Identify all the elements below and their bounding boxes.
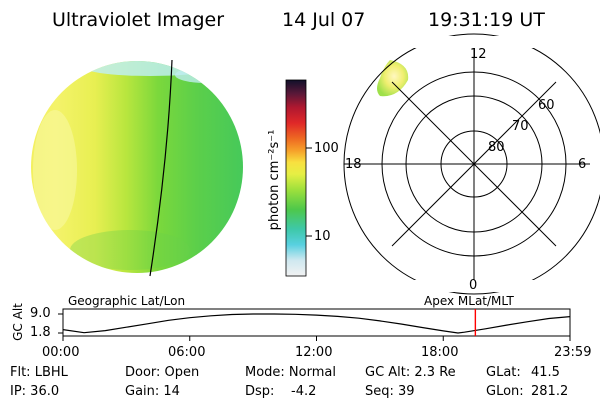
earth-disc-image (31, 59, 243, 277)
status-ip: IP: 36.0 (10, 384, 60, 399)
status-glat: GLat: (486, 365, 521, 380)
colorbar-tick-10: 10 (314, 229, 331, 244)
xtick-label-0000: 00:00 (42, 345, 80, 360)
colorbar-tick-100: 100 (314, 141, 339, 156)
mlt-label-18: 18 (345, 157, 362, 172)
app-title: Ultraviolet Imager (52, 9, 225, 31)
xtick-label-1200: 12:00 (295, 345, 333, 360)
colorbar-unit-label: photon cm⁻²s⁻¹ (267, 130, 282, 231)
ytick-1-8: 1.8 (30, 325, 51, 340)
status-gcalt: GC Alt: 2.3 Re (365, 365, 456, 380)
status-dsp: Dsp: (245, 384, 275, 399)
status-glon: GLon: (486, 384, 524, 399)
status-gain: Gain: 14 (125, 384, 180, 399)
xtick-label-1800: 18:00 (421, 345, 459, 360)
mlt-label-0: 0 (469, 278, 478, 293)
status-flt: Flt: LBHL (10, 365, 68, 380)
status-glon-value: 281.2 (531, 384, 569, 399)
lat-label-60: 60 (538, 98, 555, 113)
xtick-label-0600: 06:00 (168, 345, 206, 360)
chart-ylabel: GC Alt (11, 303, 25, 341)
altitude-chart (58, 308, 571, 341)
status-mode: Mode: Normal (245, 365, 336, 380)
mlt-label-12: 12 (470, 47, 487, 62)
status-dsp-value: -4.2 (291, 384, 317, 399)
color-bar (285, 79, 312, 277)
xtick-label-2359: 23:59 (554, 345, 592, 360)
status-door: Door: Open (125, 365, 200, 380)
geographic-label: Geographic Lat/Lon (68, 294, 186, 308)
gc-alt-series-line (62, 313, 571, 334)
ytick-9: 9.0 (30, 306, 51, 321)
date-label: 14 Jul 07 (282, 9, 366, 31)
status-glat-value: 41.5 (531, 365, 560, 380)
lat-label-80: 80 (488, 140, 505, 155)
lat-label-70: 70 (512, 119, 529, 134)
polar-plot (343, 33, 600, 295)
apex-label: Apex MLat/MLT (424, 294, 514, 308)
mlt-label-6: 6 (578, 157, 587, 172)
time-label: 19:31:19 UT (428, 9, 545, 31)
status-seq: Seq: 39 (365, 384, 415, 399)
